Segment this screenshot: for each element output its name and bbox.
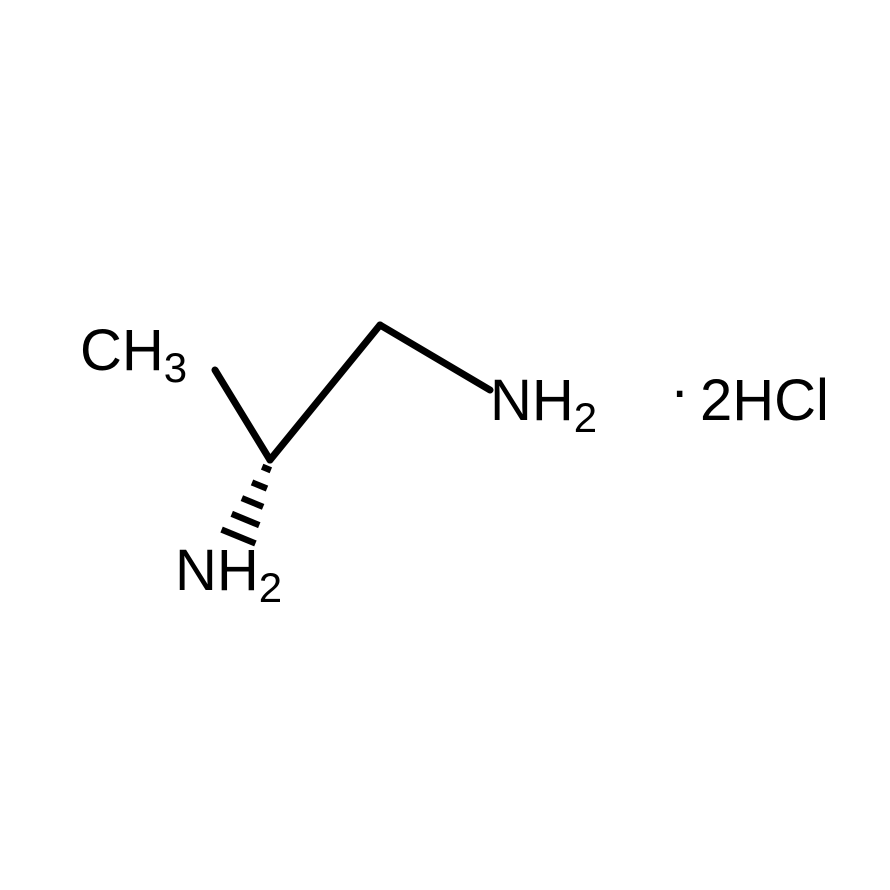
bond [215, 370, 270, 460]
hash [242, 498, 263, 507]
molecule-diagram: CH3 NH2 NH2 · 2HCl [0, 0, 890, 890]
bond [380, 325, 490, 390]
hash [252, 482, 267, 488]
nh2-top-sub: 2 [574, 394, 597, 441]
bond-group [215, 325, 490, 460]
bond [270, 325, 380, 460]
hash [232, 514, 260, 525]
salt-dot: · [670, 358, 689, 423]
nh2-top-text: NH [490, 368, 574, 433]
nh2-bottom-label: NH2 [175, 538, 282, 611]
ch3-label: CH3 [80, 318, 187, 391]
salt-label: 2HCl [700, 368, 829, 433]
ch3-text: CH [80, 318, 164, 383]
nh2-top-label: NH2 [490, 368, 597, 441]
hash-wedge [222, 467, 271, 544]
hash [262, 467, 271, 471]
nh2-bottom-sub: 2 [259, 564, 282, 611]
nh2-bottom-text: NH [175, 538, 259, 603]
ch3-sub: 3 [164, 344, 187, 391]
